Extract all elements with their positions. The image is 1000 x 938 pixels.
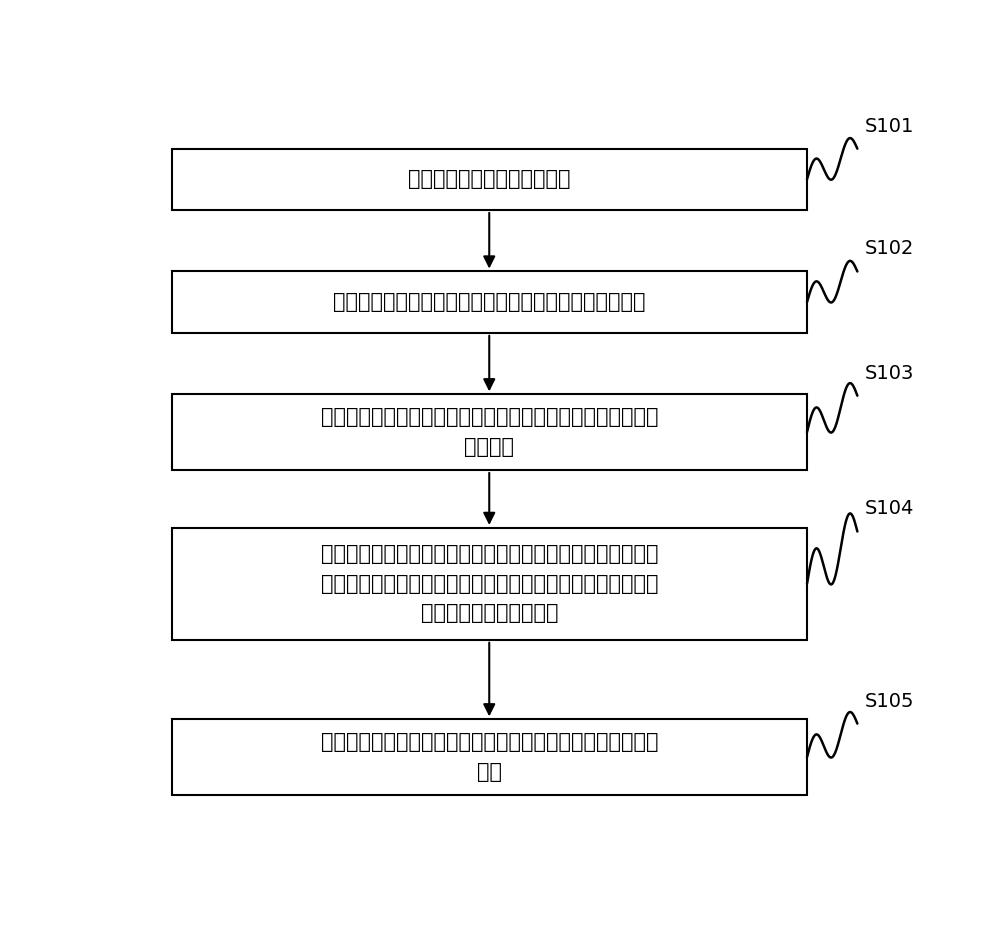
Text: S101: S101 [865, 116, 914, 136]
FancyBboxPatch shape [172, 719, 807, 795]
FancyBboxPatch shape [172, 271, 807, 333]
Text: S103: S103 [865, 364, 914, 383]
Text: S104: S104 [865, 499, 914, 519]
Text: 根据不同制动力分配方式对应的权重以及采用不同制动力分配
方式进行制动力分配时各个轮轴对应的制动力，计算列车中各
个轮轴对应的综合制动力: 根据不同制动力分配方式对应的权重以及采用不同制动力分配 方式进行制动力分配时各个… [320, 544, 658, 624]
Text: 获取采用不同制动力分配方式进行制动力分配时各个轮轴对应
的制动力: 获取采用不同制动力分配方式进行制动力分配时各个轮轴对应 的制动力 [320, 407, 658, 457]
Text: 获取列车所在路段的道路参数: 获取列车所在路段的道路参数 [408, 170, 570, 189]
Text: S105: S105 [865, 691, 915, 711]
Text: S102: S102 [865, 239, 914, 259]
Text: 根据列车中各个轮轴对应的综合制动力分配列车各个轮轴的制
动力: 根据列车中各个轮轴对应的综合制动力分配列车各个轮轴的制 动力 [320, 733, 658, 782]
Text: 根据道路参数，分别计算不同制动力分配方式对应的权重: 根据道路参数，分别计算不同制动力分配方式对应的权重 [333, 292, 646, 312]
FancyBboxPatch shape [172, 528, 807, 640]
FancyBboxPatch shape [172, 394, 807, 470]
FancyBboxPatch shape [172, 149, 807, 210]
